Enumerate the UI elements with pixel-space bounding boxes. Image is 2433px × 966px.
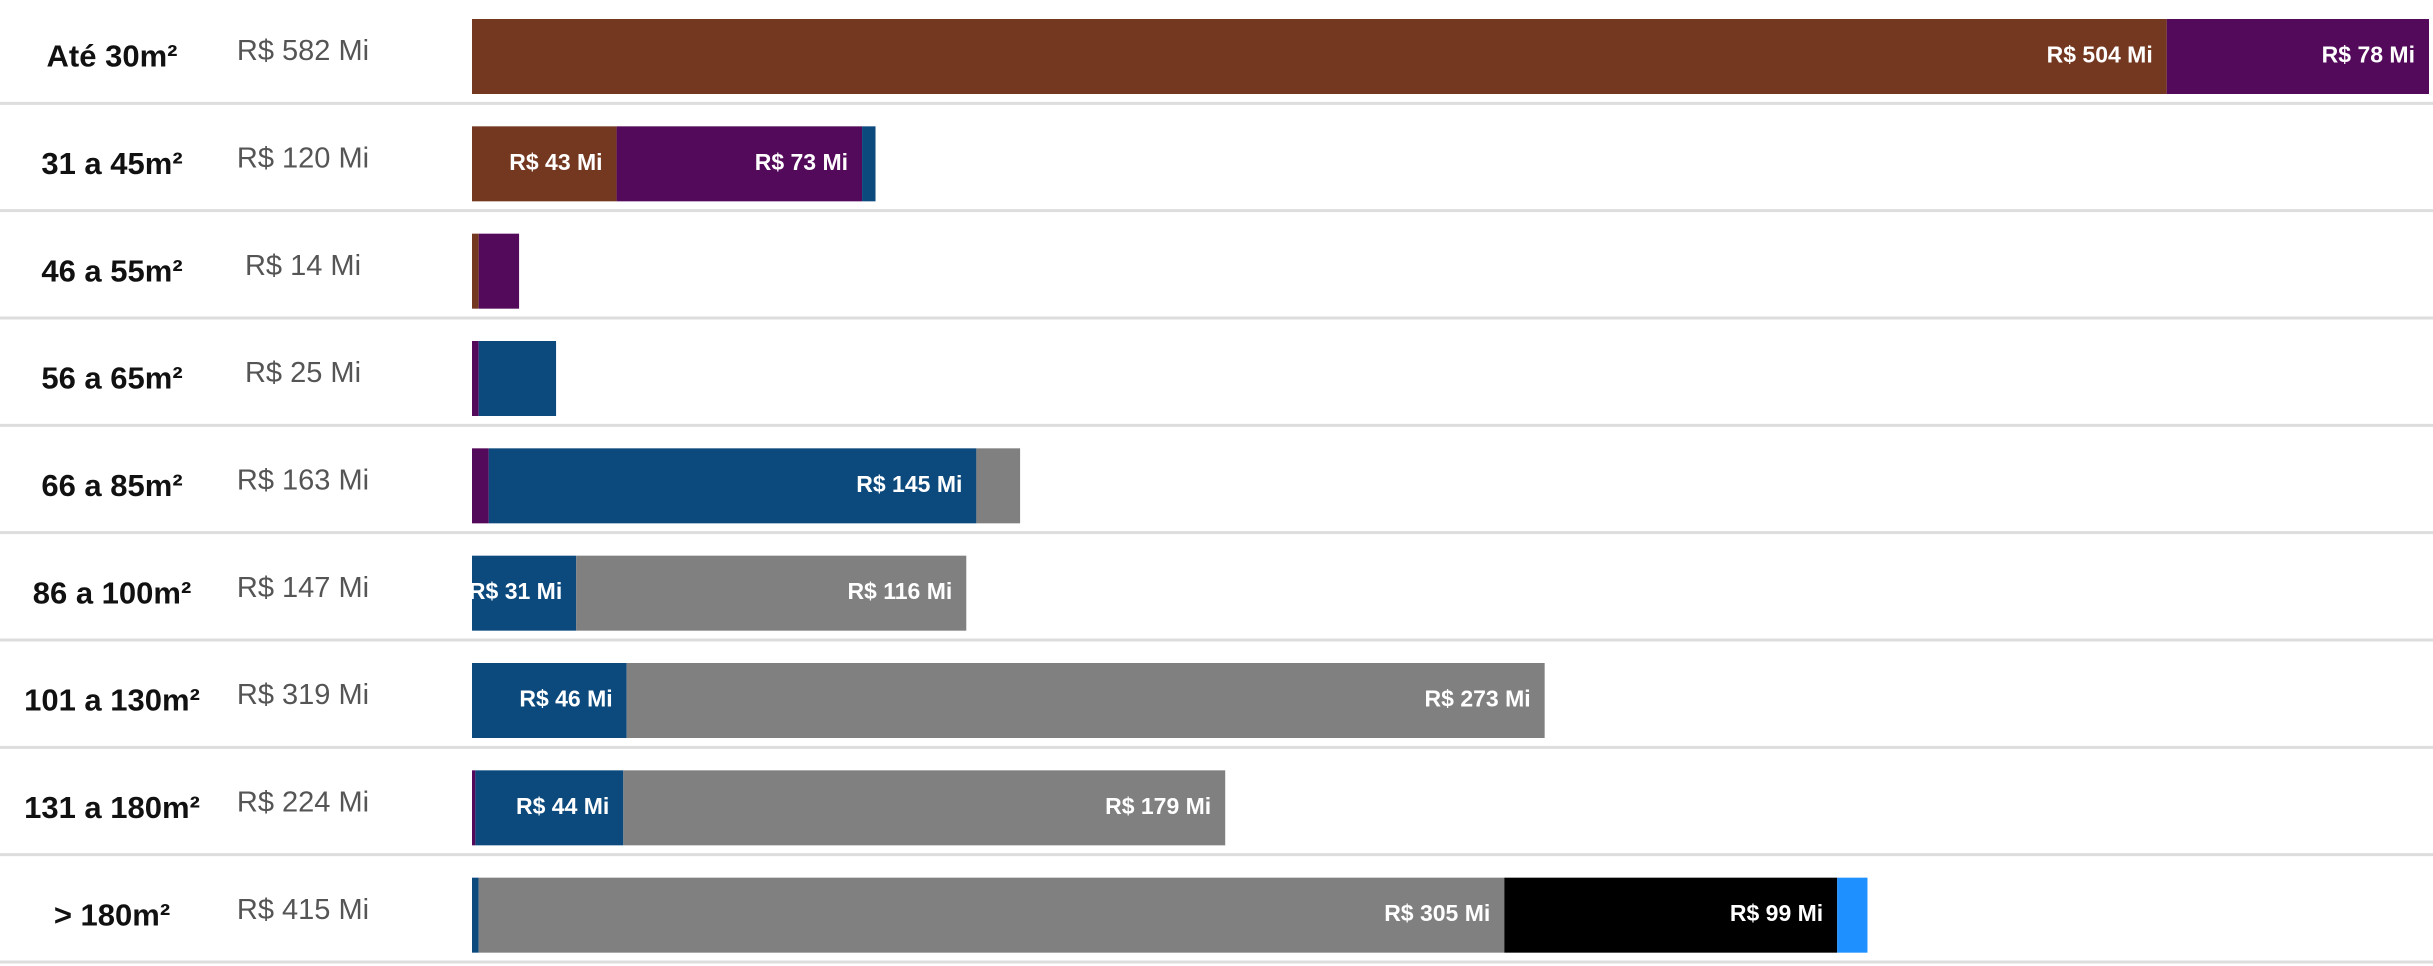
- value-label: R$ 31 Mi: [469, 578, 562, 604]
- value-label: R$ 179 Mi: [1105, 793, 1211, 819]
- value-label: R$ 78 Mi: [2322, 42, 2415, 68]
- bar-segment: [1837, 877, 1868, 953]
- value-label: R$ 305 Mi: [1384, 900, 1490, 926]
- bar-segment: [472, 448, 489, 524]
- bar-segment: [472, 233, 479, 309]
- bar-segment: [472, 770, 476, 846]
- bar-segment: [472, 126, 617, 202]
- category-label: Até 30m²: [47, 39, 178, 74]
- total-label: R$ 319 Mi: [237, 679, 369, 711]
- total-label: R$ 25 Mi: [245, 357, 361, 389]
- category-label: 56 a 65m²: [41, 361, 182, 396]
- value-label: R$ 504 Mi: [2047, 42, 2153, 68]
- bar-segment: [478, 233, 520, 309]
- category-label: > 180m²: [54, 897, 170, 932]
- total-label: R$ 224 Mi: [237, 786, 369, 818]
- value-label: R$ 73 Mi: [755, 149, 848, 175]
- category-label: 66 a 85m²: [41, 468, 182, 503]
- total-label: R$ 163 Mi: [237, 464, 369, 496]
- total-label: R$ 14 Mi: [245, 250, 361, 282]
- bar-segment: [478, 341, 557, 416]
- value-label: R$ 99 Mi: [1730, 900, 1823, 926]
- category-label: 101 a 130m²: [24, 683, 200, 718]
- bar-segment: [472, 341, 479, 416]
- category-label: 131 a 180m²: [24, 790, 200, 825]
- value-label: R$ 46 Mi: [519, 686, 612, 712]
- bar-segment: [475, 770, 624, 846]
- bar-segment: [623, 770, 1226, 846]
- bar-segment: [616, 126, 863, 202]
- bar-segment: [626, 663, 1545, 738]
- total-label: R$ 582 Mi: [237, 35, 369, 67]
- bar-segment: [862, 126, 876, 202]
- category-label: 31 a 45m²: [41, 146, 182, 181]
- bar-segment: [1504, 877, 1838, 953]
- bar-segment: [576, 555, 967, 631]
- bar-segment: [472, 877, 479, 953]
- value-label: R$ 145 Mi: [856, 471, 962, 497]
- bar-segment: [472, 663, 627, 738]
- bar-segment: [488, 448, 977, 524]
- value-label: R$ 44 Mi: [516, 793, 609, 819]
- total-label: R$ 147 Mi: [237, 572, 369, 604]
- total-label: R$ 415 Mi: [237, 894, 369, 926]
- value-label: R$ 273 Mi: [1425, 686, 1531, 712]
- category-label: 46 a 55m²: [41, 253, 182, 288]
- bar-segment: [2166, 19, 2429, 94]
- value-label: R$ 43 Mi: [509, 149, 602, 175]
- bar-segment: [472, 19, 2167, 94]
- bar-segment: [976, 448, 1021, 524]
- bar-segment: [472, 555, 577, 631]
- category-label: 86 a 100m²: [33, 575, 192, 610]
- bar-segment: [478, 877, 1505, 953]
- value-label: R$ 116 Mi: [847, 578, 952, 604]
- total-label: R$ 120 Mi: [237, 142, 369, 174]
